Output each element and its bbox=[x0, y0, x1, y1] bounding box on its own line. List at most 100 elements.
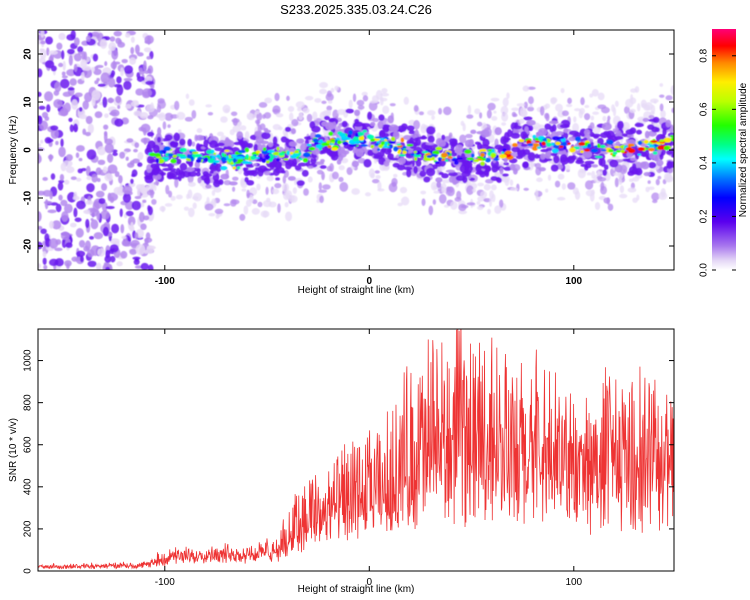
heatmap-cell bbox=[285, 190, 293, 200]
heatmap-cell bbox=[57, 181, 64, 191]
heatmap-cell bbox=[591, 170, 596, 179]
heatmap-cell bbox=[370, 138, 376, 142]
heatmap-cell bbox=[120, 223, 125, 234]
heatmap-cell bbox=[143, 127, 147, 136]
heatmap-cell bbox=[272, 109, 280, 113]
heatmap-cell bbox=[480, 148, 487, 152]
heatmap-cell bbox=[263, 112, 272, 119]
heatmap-cell bbox=[555, 103, 563, 112]
heatmap-cell bbox=[510, 132, 521, 139]
heatmap-cell bbox=[227, 157, 232, 163]
heatmap-cell bbox=[49, 154, 53, 162]
heatmap-cell bbox=[374, 142, 379, 147]
heatmap-cell bbox=[134, 142, 140, 149]
heatmap-cell bbox=[141, 202, 145, 208]
heatmap-cell bbox=[195, 143, 201, 152]
heatmap-cell bbox=[550, 164, 559, 172]
heatmap-cell bbox=[623, 106, 630, 114]
heatmap-cell bbox=[214, 208, 224, 215]
heatmap-cell bbox=[559, 123, 570, 129]
heatmap-cell bbox=[568, 136, 576, 142]
heatmap-cell bbox=[592, 111, 600, 115]
heatmap-cell bbox=[585, 189, 595, 197]
colorbar-tick-label: 0.8 bbox=[699, 48, 710, 62]
heatmap-cell bbox=[551, 136, 560, 141]
heatmap-cell bbox=[149, 152, 157, 157]
heatmap-cell bbox=[38, 154, 42, 164]
heatmap-cell bbox=[490, 152, 497, 158]
heatmap-cell bbox=[600, 185, 607, 195]
heatmap-cell bbox=[540, 153, 546, 160]
heatmap-cell bbox=[58, 179, 65, 184]
heatmap-cell bbox=[314, 134, 322, 138]
heatmap-cell bbox=[212, 179, 221, 188]
heatmap-cell bbox=[112, 152, 118, 157]
heatmap-cell bbox=[499, 199, 504, 208]
heatmap-cell bbox=[307, 176, 313, 183]
heatmap-cell bbox=[292, 187, 297, 194]
heatmap-cell bbox=[328, 120, 337, 130]
heatmap-cell bbox=[65, 242, 73, 249]
heatmap-cell bbox=[362, 95, 369, 102]
heatmap-cell bbox=[441, 179, 451, 184]
heatmap-cell bbox=[109, 36, 116, 42]
heatmap-cell bbox=[326, 90, 332, 98]
heatmap-cell bbox=[629, 127, 637, 134]
heatmap-cell bbox=[107, 97, 115, 104]
heatmap-cell bbox=[174, 177, 179, 188]
heatmap-cell bbox=[47, 209, 57, 214]
heatmap-cell bbox=[108, 42, 117, 51]
heatmap-cell bbox=[403, 134, 412, 141]
heatmap-cell bbox=[341, 120, 348, 128]
heatmap-cell bbox=[397, 148, 402, 153]
heatmap-cell bbox=[143, 47, 152, 53]
heatmap-cell bbox=[82, 100, 89, 110]
heatmap-cell bbox=[136, 72, 141, 79]
heatmap-cell bbox=[97, 83, 106, 87]
heatmap-cell bbox=[393, 146, 399, 152]
heatmap-cell bbox=[164, 134, 173, 141]
heatmap-cell bbox=[454, 144, 464, 153]
heatmap-cell bbox=[457, 157, 463, 160]
heatmap-cell bbox=[264, 97, 273, 104]
heatmap-cell bbox=[195, 171, 201, 177]
heatmap-cell bbox=[53, 90, 60, 96]
heatmap-cell bbox=[582, 150, 593, 159]
heatmap-cell bbox=[257, 143, 263, 153]
heatmap-cell bbox=[561, 110, 569, 117]
heatmap-cell bbox=[591, 164, 599, 168]
heatmap-cell bbox=[574, 132, 582, 137]
heatmap-cell bbox=[482, 165, 491, 170]
heatmap-cell bbox=[241, 188, 247, 192]
heatmap-cell bbox=[129, 57, 137, 65]
heatmap-cell bbox=[262, 210, 268, 218]
heatmap-cell bbox=[114, 171, 120, 178]
heatmap-cell bbox=[84, 209, 91, 214]
heatmap-cell bbox=[597, 176, 607, 182]
heatmap-cell bbox=[583, 129, 591, 136]
heatmap-cell bbox=[413, 165, 418, 174]
heatmap-cell bbox=[55, 203, 62, 213]
heatmap-cell bbox=[298, 112, 303, 121]
heatmap-cell bbox=[95, 190, 105, 198]
heatmap-cell bbox=[556, 196, 566, 201]
heatmap-cell bbox=[284, 159, 295, 165]
heatmap-cell bbox=[351, 188, 360, 195]
heatmap-cell bbox=[203, 139, 209, 148]
heatmap-cell bbox=[299, 157, 303, 161]
heatmap-cell bbox=[120, 250, 128, 259]
heatmap-cell bbox=[491, 115, 498, 121]
heatmap-cell bbox=[567, 97, 572, 104]
heatmap-cell bbox=[221, 152, 225, 157]
heatmap-cell bbox=[323, 147, 333, 154]
heatmap-cell bbox=[209, 140, 219, 149]
heatmap-cell bbox=[145, 104, 155, 113]
heatmap-cell bbox=[374, 136, 382, 139]
heatmap-cell bbox=[73, 63, 78, 73]
heatmap-cell bbox=[272, 168, 280, 176]
heatmap-cell bbox=[511, 107, 520, 111]
heatmap-cell bbox=[389, 103, 396, 107]
heatmap-cell bbox=[370, 172, 375, 179]
heatmap-cell bbox=[104, 61, 108, 67]
